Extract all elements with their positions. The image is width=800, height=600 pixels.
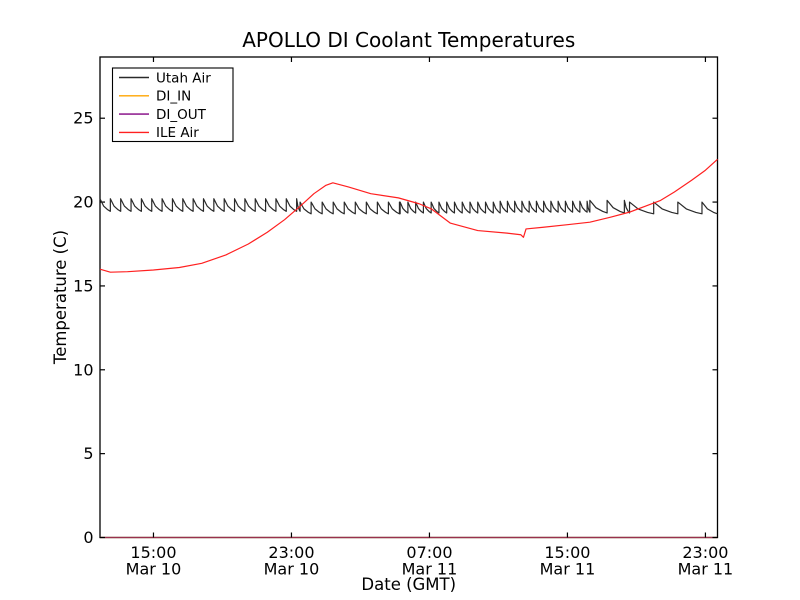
y-axis-ticks: 0 5 10 15 20 25	[73, 109, 718, 547]
y-axis-label: Temperature (C)	[51, 230, 70, 365]
legend: Utah Air DI_IN DI_OUT ILE Air	[111, 67, 234, 143]
x-tick-date-label: Mar 10	[264, 560, 320, 579]
x-tick-time-label: 15:00	[544, 543, 590, 562]
x-tick-date-label: Mar 11	[540, 560, 596, 579]
x-tick-date-label: Mar 11	[678, 560, 734, 579]
x-tick-time-label: 23:00	[268, 543, 314, 562]
y-tick-label: 15	[73, 276, 93, 295]
x-tick-time-label: 15:00	[130, 543, 176, 562]
y-tick-label: 20	[73, 193, 93, 212]
legend-label-utah-air: Utah Air	[156, 70, 211, 86]
x-tick-time-label: 23:00	[682, 543, 728, 562]
x-tick-date-label: Mar 10	[126, 560, 182, 579]
legend-entries: Utah Air DI_IN DI_OUT ILE Air	[119, 70, 211, 141]
y-tick-label: 25	[73, 109, 93, 128]
legend-label-ile-air: ILE Air	[156, 125, 199, 141]
legend-label-di-in: DI_IN	[156, 89, 191, 105]
y-tick-label: 10	[73, 360, 93, 379]
x-tick-time-label: 07:00	[406, 543, 452, 562]
legend-label-di-out: DI_OUT	[156, 107, 207, 123]
data-series-group	[99, 158, 718, 273]
series-ile-air-line	[99, 158, 718, 273]
legend-box	[111, 67, 234, 143]
y-tick-label: 0	[83, 528, 93, 547]
x-axis-label: Date (GMT)	[361, 575, 456, 594]
x-tick-date-label: Mar 11	[402, 560, 458, 579]
y-tick-label: 5	[83, 444, 93, 463]
series-utah-air-line	[99, 198, 718, 215]
chart-title: APOLLO DI Coolant Temperatures	[242, 28, 575, 52]
